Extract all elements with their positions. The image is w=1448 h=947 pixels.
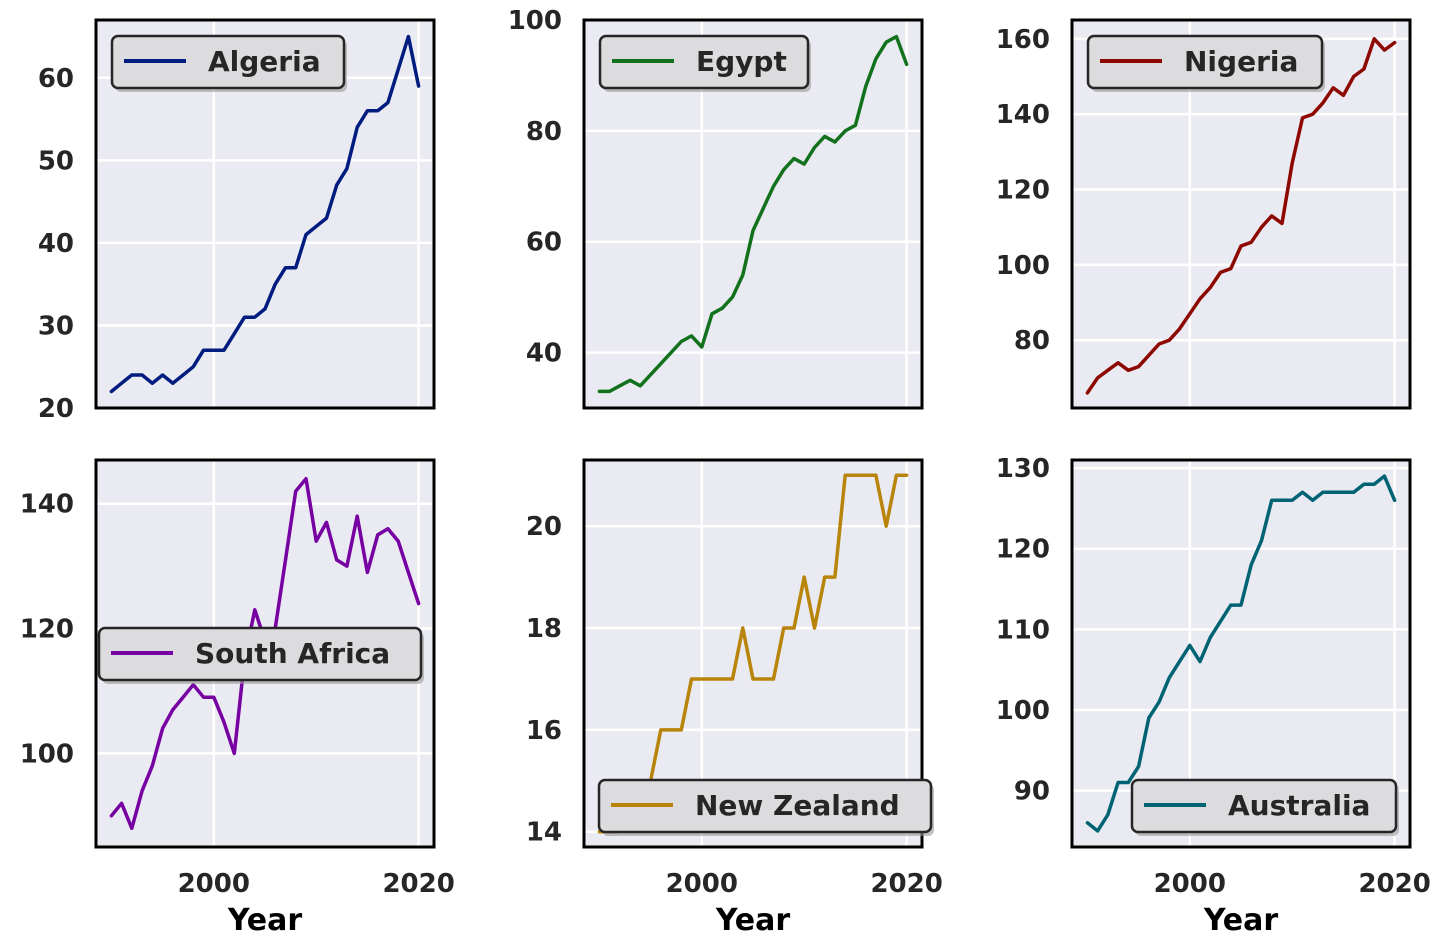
legend: Algeria <box>110 34 347 92</box>
legend-box <box>598 34 810 90</box>
x-tick-label: 2020 <box>1358 869 1430 899</box>
subplot-new-zealand: 14 16 18 20 2000 2020 Year New Zealand <box>526 458 943 938</box>
legend-label: Egypt <box>696 45 787 78</box>
y-tick-label: 20 <box>526 512 562 542</box>
legend-label: New Zealand <box>695 789 900 822</box>
legend-box <box>1086 34 1324 90</box>
axes-frame <box>1070 18 1412 410</box>
y-tick-label: 100 <box>996 696 1050 726</box>
legend-box <box>97 626 423 682</box>
y-tick-label: 100 <box>996 251 1050 281</box>
x-axis-label: Year <box>715 903 791 938</box>
y-tick-label: 18 <box>526 614 562 644</box>
y-tick-label: 90 <box>1014 777 1050 807</box>
legend-label: Algeria <box>208 45 321 78</box>
series-line <box>1085 474 1397 833</box>
legend-label: South Africa <box>195 637 390 670</box>
series-line <box>1085 37 1397 395</box>
legend: Egypt <box>598 34 811 92</box>
y-tick-label: 40 <box>526 339 562 369</box>
legend: Nigeria <box>1086 34 1325 92</box>
x-axis-label: Year <box>1203 903 1279 938</box>
subplot-nigeria: 80 100 120 140 160 Nigeria <box>996 18 1412 410</box>
series-line <box>597 34 909 394</box>
y-tick-label: 50 <box>38 146 74 176</box>
legend: South Africa <box>97 626 424 684</box>
legend-box <box>1130 778 1398 834</box>
legend: Australia <box>1130 778 1399 836</box>
x-tick-label: 2020 <box>382 869 454 899</box>
y-tick-label: 100 <box>508 6 562 36</box>
y-tick-label: 30 <box>38 311 74 341</box>
y-tick-label: 60 <box>38 64 74 94</box>
y-tick-label: 140 <box>996 100 1050 130</box>
legend-box <box>597 778 933 834</box>
x-tick-label: 2000 <box>666 869 738 899</box>
subplot-australia: 90 100 110 120 130 2000 2020 Year Australia <box>996 454 1431 938</box>
y-tick-label: 140 <box>20 490 74 520</box>
axes-frame <box>582 458 924 849</box>
y-tick-label: 120 <box>20 615 74 645</box>
x-tick-label: 2020 <box>870 869 942 899</box>
y-tick-label: 120 <box>996 535 1050 565</box>
y-tick-label: 14 <box>526 818 562 848</box>
y-tick-label: 120 <box>996 176 1050 206</box>
y-tick-label: 100 <box>20 739 74 769</box>
subplot-egypt: 40 60 80 100 Egypt <box>508 6 924 410</box>
y-tick-label: 160 <box>996 25 1050 55</box>
axes-frame <box>582 18 924 410</box>
y-tick-label: 20 <box>38 394 74 424</box>
x-axis-label: Year <box>227 903 303 938</box>
axes-frame <box>94 18 436 410</box>
subplot-algeria: 20 30 40 50 60 Algeria <box>38 18 436 424</box>
y-tick-label: 40 <box>38 229 74 259</box>
y-tick-label: 130 <box>996 454 1050 484</box>
legend: New Zealand <box>597 778 934 836</box>
axes-frame <box>1070 458 1412 849</box>
y-tick-label: 16 <box>526 716 562 746</box>
series-line <box>109 34 421 394</box>
y-tick-label: 110 <box>996 615 1050 645</box>
legend-box <box>110 34 346 90</box>
x-tick-label: 2000 <box>1154 869 1226 899</box>
x-tick-label: 2000 <box>178 869 250 899</box>
y-tick-label: 60 <box>526 228 562 258</box>
axes-frame <box>94 458 436 849</box>
legend-label: Nigeria <box>1184 45 1298 78</box>
subplot-south-africa: 100 120 140 2000 2020 Year South Africa <box>20 458 455 938</box>
y-tick-label: 80 <box>1014 326 1050 356</box>
y-tick-label: 80 <box>526 117 562 147</box>
legend-label: Australia <box>1228 789 1370 822</box>
